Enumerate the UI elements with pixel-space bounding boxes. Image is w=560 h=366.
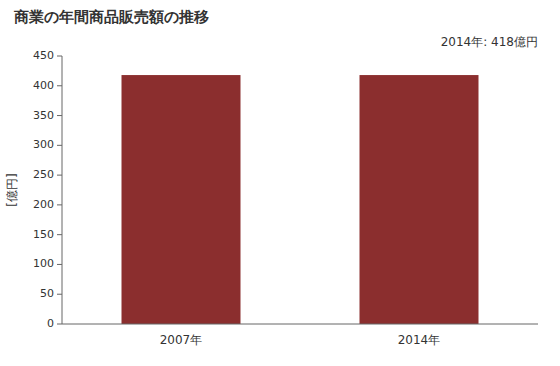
y-tick [57, 204, 62, 205]
y-tick-label: 400 [33, 79, 54, 92]
chart-svg: 商業の年間商品販売額の推移 2014年: 418億円 0 50 100 150 200 250… [0, 0, 560, 366]
y-tick-label: 200 [33, 198, 54, 211]
title: 商業の年間商品販売額の推移 [13, 8, 209, 26]
annotation: 2014年: 418億円 [441, 35, 538, 49]
y-tick-label: 350 [33, 109, 54, 122]
y-axis: 0 50 100 150 200 250 300 350 400 450 [億円] [5, 49, 62, 330]
y-axis-line [62, 56, 63, 324]
x-axis-line [62, 324, 538, 325]
x-tick-label: 2014年 [398, 333, 441, 347]
y-tick [57, 234, 62, 235]
y-tick-label: 150 [33, 228, 54, 241]
bar [360, 75, 479, 324]
bar [122, 75, 241, 324]
chart-container: 商業の年間商品販売額の推移 2014年: 418億円 0 50 100 150 200 250… [0, 0, 560, 366]
y-tick [57, 264, 62, 265]
y-tick [57, 85, 62, 86]
y-tick-label: 450 [33, 49, 54, 62]
y-tick-label: 250 [33, 168, 54, 181]
y-tick-label: 50 [40, 287, 54, 300]
y-axis-label: [億円] [5, 173, 19, 206]
y-tick-label: 0 [47, 317, 54, 330]
y-tick [57, 294, 62, 295]
y-tick [57, 56, 62, 57]
y-tick [57, 145, 62, 146]
y-tick [57, 175, 62, 176]
y-tick-label: 100 [33, 257, 54, 270]
x-axis: 2007年 2014年 [62, 324, 538, 347]
x-tick-label: 2007年 [160, 333, 203, 347]
y-tick [57, 324, 62, 325]
y-tick-label: 300 [33, 138, 54, 151]
bars [122, 75, 479, 324]
y-tick [57, 115, 62, 116]
